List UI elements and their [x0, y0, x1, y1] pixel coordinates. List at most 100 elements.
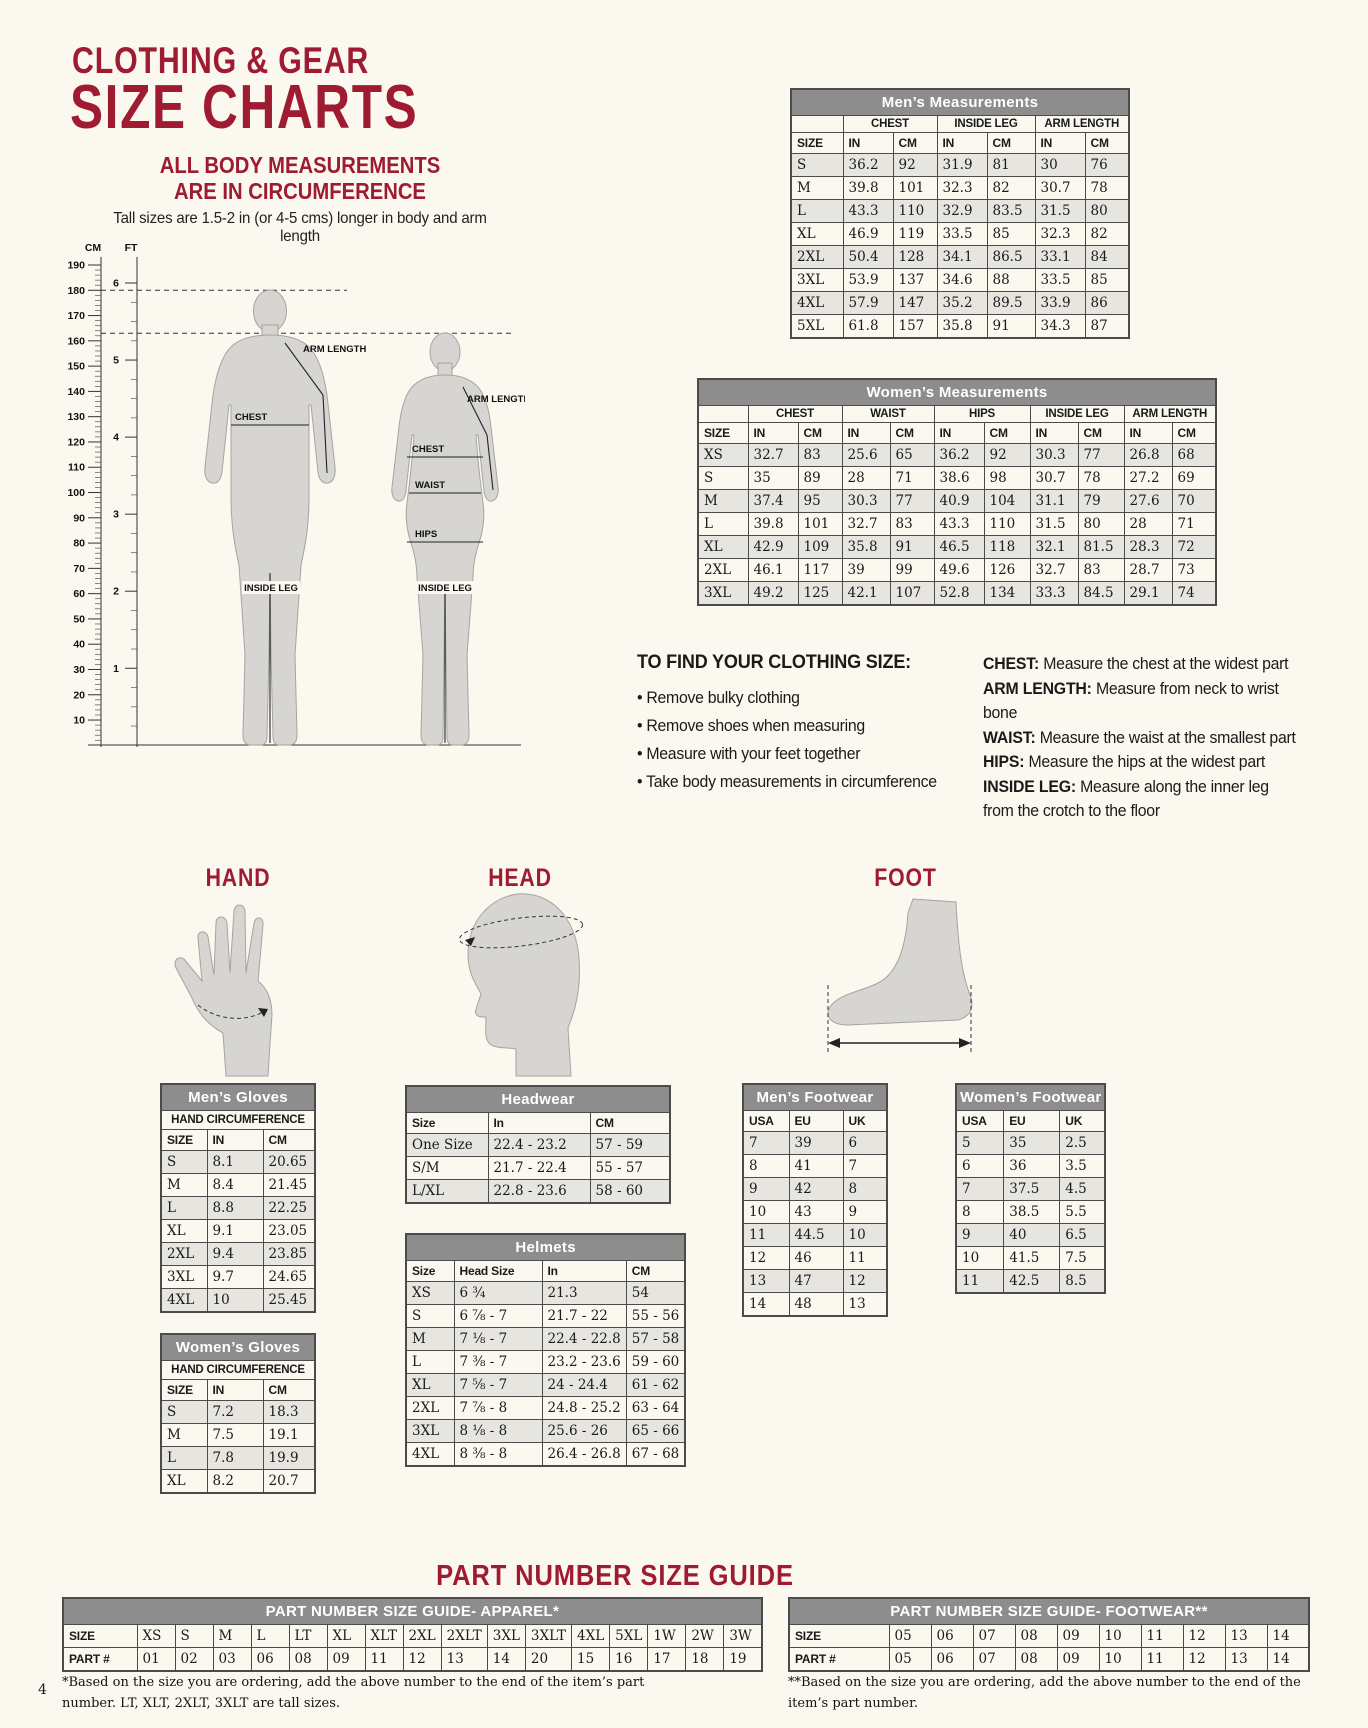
svg-text:160: 160 — [67, 335, 85, 347]
table-row: 2XL 7 ⅞ - 8 24.8 - 25.2 63 - 64 — [405, 1396, 686, 1420]
section-title-hand: HAND — [205, 864, 271, 892]
table-cell: 32.7 — [747, 443, 799, 467]
table-cell: XS — [405, 1281, 455, 1305]
table-cell: XL — [697, 535, 749, 559]
table-cell: M — [160, 1423, 208, 1447]
table-cell: 9.4 — [206, 1242, 264, 1266]
table-cell: 128 — [892, 245, 938, 269]
table-cell: 2XLT — [440, 1624, 488, 1648]
table-cell: 79 — [1077, 489, 1125, 513]
table-cell: 53.9 — [842, 268, 894, 292]
find-size-block: TO FIND YOUR CLOTHING SIZE: • Remove bul… — [637, 652, 967, 796]
column-header: CM — [889, 422, 935, 444]
table-title-row: Men’s Gloves — [160, 1083, 316, 1111]
table-cell: 32.9 — [936, 199, 988, 223]
table-cell: 1W — [647, 1624, 687, 1648]
table-cell: L — [405, 1350, 455, 1374]
table-cell: 3XLT — [524, 1624, 573, 1648]
table-title: Women’s Gloves — [160, 1333, 316, 1361]
table-cell: 137 — [892, 268, 938, 292]
table-cell: 63 - 64 — [625, 1396, 686, 1420]
table-cell: 07 — [972, 1647, 1016, 1672]
svg-text:5: 5 — [113, 355, 119, 367]
table-cell: 13 — [440, 1647, 488, 1672]
table-row: SIZE 05 06 07 08 09 10 11 12 13 14 — [788, 1624, 1310, 1648]
table-cell: 09 — [326, 1647, 366, 1672]
helmets-table: Helmets Size Head Size In CM XS 6 ¾ 21.3 54 S 6 ⅞ … — [405, 1233, 687, 1467]
table-cell: 24 - 24.4 — [541, 1373, 627, 1397]
table-row: S 8.1 20.65 — [160, 1150, 316, 1174]
table-cell: 7 — [842, 1154, 888, 1178]
table-cell: 91 — [889, 535, 935, 559]
table-cell: 71 — [889, 466, 935, 490]
table-cell: 12 — [1182, 1647, 1226, 1672]
table-cell: 9.1 — [206, 1219, 264, 1243]
table-cell: 58 - 60 — [589, 1179, 671, 1204]
table-cell: LT — [288, 1624, 328, 1648]
table-cell: 7.5 — [1059, 1246, 1106, 1270]
table-cell: 14 — [486, 1647, 526, 1672]
table-cell: 46 — [788, 1246, 844, 1270]
table-cell: 84.5 — [1077, 581, 1125, 606]
subtitle-line1: ALL BODY MEASUREMENTS — [159, 152, 441, 178]
table-cell: 09 — [1056, 1647, 1100, 1672]
table-cell: 7 ⅛ - 7 — [453, 1327, 543, 1351]
table-cell: 3XL — [405, 1419, 455, 1443]
table-title: Women’s Footwear — [955, 1083, 1106, 1111]
table-cell: 31.9 — [936, 153, 988, 177]
group-header-row: CHEST WAIST HIPS INSIDE LEG ARM LENGTH — [697, 405, 1217, 423]
table-cell: 48 — [788, 1292, 844, 1317]
table-row: M 8.4 21.45 — [160, 1173, 316, 1197]
svg-text:INSIDE LEG: INSIDE LEG — [418, 583, 472, 594]
table-cell: 110 — [983, 512, 1031, 536]
table-cell: One Size — [405, 1133, 489, 1157]
table-row: L/XL 22.8 - 23.6 58 - 60 — [405, 1179, 671, 1204]
table-cell: 43 — [788, 1200, 844, 1224]
table-subtitle: HAND CIRCUMFERENCE — [160, 1360, 316, 1380]
definition-item: WAIST: Measure the waist at the smallest… — [983, 728, 1296, 747]
group-header — [790, 115, 844, 133]
table-cell: 65 - 66 — [625, 1419, 686, 1443]
table-cell: S — [697, 466, 749, 490]
table-cell: 4XL — [160, 1288, 208, 1313]
table-cell: L — [160, 1196, 208, 1220]
table-cell: 55 - 56 — [625, 1304, 686, 1328]
table-cell: PART # — [788, 1647, 890, 1672]
table-row: One Size 22.4 - 23.2 57 - 59 — [405, 1133, 671, 1157]
page-number: 4 — [38, 1682, 47, 1698]
column-header: UK — [842, 1110, 888, 1132]
table-cell: 9 — [742, 1177, 790, 1201]
definition-item: HIPS: Measure the hips at the widest par… — [983, 753, 1265, 771]
head-illustration — [458, 893, 584, 1077]
table-cell: 83 — [889, 512, 935, 536]
subtitle-block: ALL BODY MEASUREMENTS ARE IN CIRCUMFEREN… — [80, 152, 520, 246]
part-guide-apparel-table: PART NUMBER SIZE GUIDE- APPAREL* SIZE XS S M… — [62, 1597, 763, 1672]
table-cell: 55 - 57 — [589, 1156, 671, 1180]
table-cell: 11 — [1140, 1647, 1184, 1672]
table-cell: 83 — [797, 443, 843, 467]
table-cell: 38.6 — [933, 466, 985, 490]
table-row: XL 42.9 109 35.8 91 46.5 118 32.1 81.5 28.3 72 — [697, 535, 1217, 559]
table-cell: M — [790, 176, 844, 200]
table-cell: 2XL — [160, 1242, 208, 1266]
svg-text:140: 140 — [67, 386, 85, 398]
page-title-line1: CLOTHING & GEAR — [72, 40, 370, 81]
table-cell: 83 — [1077, 558, 1125, 582]
table-cell: 82 — [1084, 222, 1130, 246]
table-cell: 21.7 - 22 — [541, 1304, 627, 1328]
table-cell: 08 — [288, 1647, 328, 1672]
table-cell: 21.3 — [541, 1281, 627, 1305]
table-cell: 14 — [1266, 1647, 1310, 1672]
table-cell: 88 — [986, 268, 1036, 292]
table-cell: 9 — [955, 1223, 1005, 1247]
table-row: 7 39 6 — [742, 1131, 888, 1155]
table-row: 13 47 12 — [742, 1269, 888, 1293]
table-row: L 39.8 101 32.7 83 43.3 110 31.5 80 28 71 — [697, 512, 1217, 536]
svg-text:70: 70 — [73, 563, 85, 575]
mens-footwear-table: Men’s Footwear USA EU UK 7 39 6 8 41 7 9 42 8 10 43 9 11… — [742, 1083, 888, 1317]
foot-illustration — [827, 898, 973, 1053]
table-cell: L/XL — [405, 1179, 489, 1204]
table-cell: 14 — [1266, 1624, 1310, 1648]
table-cell: 33.9 — [1034, 291, 1086, 315]
